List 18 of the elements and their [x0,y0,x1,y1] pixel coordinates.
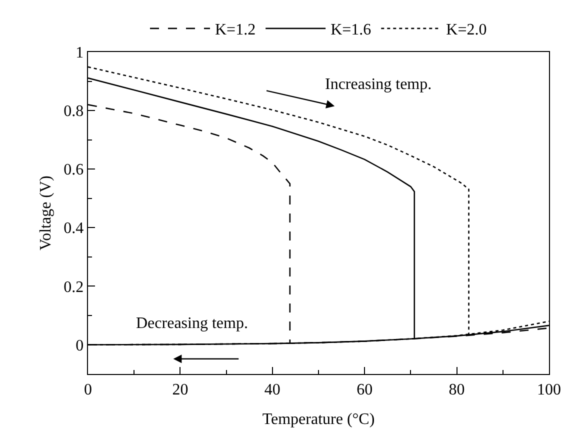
y-tick-label: 0.4 [64,220,84,238]
legend-label: K=2.0 [446,22,487,39]
x-tick-label: 40 [264,381,280,398]
x-tick-label: 80 [448,381,465,398]
legend-label: K=1.2 [215,22,256,39]
y-tick-label: 0.8 [64,103,84,120]
y-axis-title: Voltage (V) [38,176,55,250]
y-tick-label: 1 [76,44,84,62]
x-tick-label: 100 [537,381,561,398]
y-tick-label: 0.2 [64,278,84,296]
annotation: Increasing temp. [325,76,432,93]
legend-label: K=1.6 [330,22,372,39]
y-tick-label: 0.6 [64,162,84,179]
annotation: Decreasing temp. [136,315,248,332]
x-tick-label: 20 [172,381,188,398]
y-tick-label: 0 [76,337,84,354]
x-axis-title: Temperature (°C) [262,411,375,428]
x-tick-label: 60 [356,381,373,398]
